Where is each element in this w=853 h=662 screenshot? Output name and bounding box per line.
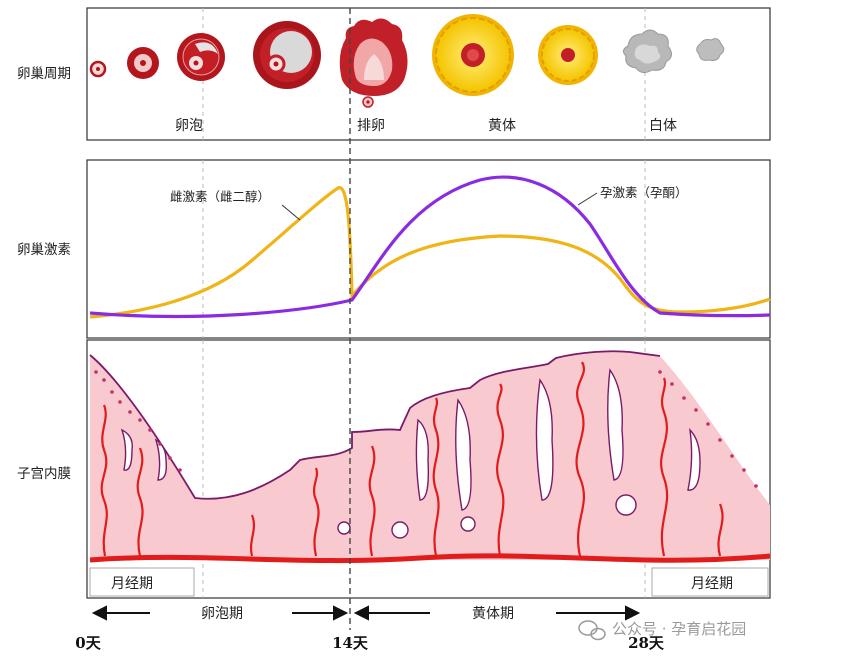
wechat-icon [578, 620, 606, 641]
label-follicle: 卵泡 [175, 118, 203, 134]
luteal-phase-arrow [353, 605, 641, 621]
day-28-label: 28天 [628, 634, 665, 652]
ovulation-rupture [339, 18, 408, 108]
label-corpus-luteum: 黄体 [488, 117, 516, 134]
watermark-text: 公众号 · 孕育启花园 [612, 620, 746, 638]
shedding-cells [94, 370, 758, 488]
menses-right-label: 月经期 [691, 576, 733, 592]
basal-artery [89, 553, 771, 564]
follicle-mature [253, 21, 321, 89]
corpus-luteum-regressing [538, 25, 598, 85]
menses-left-box [89, 567, 195, 597]
follicular-phase-label: 卵泡期 [201, 606, 243, 622]
spiral-arteries [100, 361, 724, 557]
follicular-phase-arrow [91, 605, 349, 621]
corpus-luteum-large [432, 14, 514, 96]
progesterone-label: 孕激素（孕酮） [600, 185, 688, 200]
estrogen-label: 雌激素（雌二醇） [170, 189, 270, 204]
menses-left-label: 月经期 [111, 576, 153, 592]
menses-right-box [651, 567, 769, 597]
day-14-label: 14天 [332, 634, 369, 652]
follicle-growing [177, 33, 225, 81]
corpus-albicans-large [622, 29, 672, 74]
luteal-phase-label: 黄体期 [472, 605, 514, 622]
row-label-endometrium: 子宫内膜 [17, 466, 71, 482]
progesterone-curve [89, 175, 771, 319]
follicle-tiny [89, 60, 107, 78]
day-0-label: 0天 [75, 634, 101, 652]
corpus-albicans-small [696, 38, 725, 61]
follicle-small [127, 47, 159, 79]
row-label-ovary-hormones: 卵巢激素 [17, 242, 71, 258]
endometrial-glands [120, 368, 701, 539]
label-ovulation: 排卵 [357, 118, 385, 134]
row-label-ovary-cycle: 卵巢周期 [17, 66, 71, 82]
endometrium-tissue [90, 351, 770, 560]
label-corpus-albicans: 白体 [649, 118, 677, 134]
